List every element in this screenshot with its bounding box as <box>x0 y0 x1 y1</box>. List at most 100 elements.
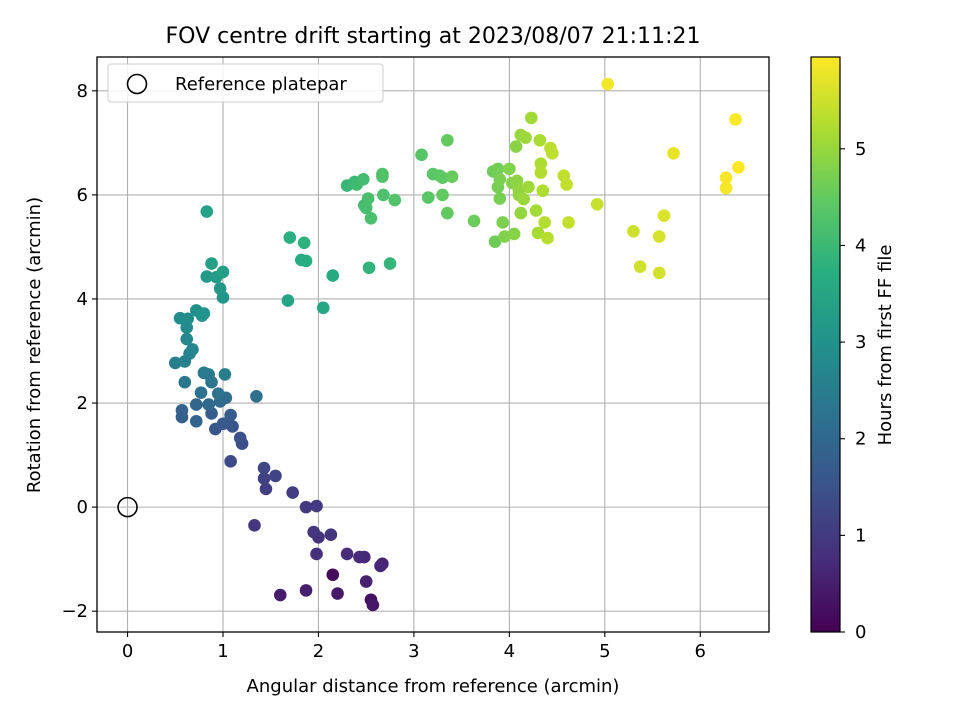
data-point <box>519 131 532 144</box>
colorbar-gradient <box>810 56 841 633</box>
colorbar-tick-label: 1 <box>855 525 866 546</box>
data-point <box>441 133 454 147</box>
data-point <box>517 192 530 206</box>
data-point <box>441 206 454 220</box>
reference-marker <box>117 496 138 518</box>
x-tick-label: 4 <box>504 641 515 662</box>
y-axis: −2 0 2 4 6 8 <box>61 81 97 622</box>
data-point <box>250 389 263 403</box>
y-tick-label: 6 <box>77 185 88 206</box>
data-point <box>627 225 640 238</box>
data-point <box>175 404 189 417</box>
colorbar-tick-label: 4 <box>855 235 866 256</box>
data-point <box>546 146 559 160</box>
data-point <box>299 500 313 514</box>
data-point <box>189 398 203 411</box>
data-point <box>719 181 733 195</box>
data-point <box>525 111 538 125</box>
data-point <box>633 260 647 274</box>
data-point <box>383 257 397 270</box>
data-point <box>211 387 225 400</box>
colorbar-ticks: 0 1 2 3 4 5 <box>840 139 866 643</box>
data-point <box>436 188 449 202</box>
data-point <box>281 294 295 307</box>
data-point <box>326 568 340 582</box>
data-point <box>224 408 237 422</box>
data-point <box>180 332 194 346</box>
data-point <box>421 191 435 204</box>
data-point <box>364 212 378 225</box>
data-point <box>560 178 573 191</box>
data-point <box>514 206 528 220</box>
data-point <box>359 201 373 215</box>
data-point <box>732 161 745 174</box>
data-point <box>522 180 535 194</box>
colorbar-tick-label: 3 <box>855 332 866 353</box>
data-point <box>729 113 742 126</box>
data-point <box>216 265 230 279</box>
colorbar-tick-label: 2 <box>855 429 866 450</box>
data-point <box>377 188 390 202</box>
data-point <box>205 257 218 270</box>
data-point <box>200 270 214 283</box>
data-point <box>436 171 449 185</box>
data-point <box>361 192 375 205</box>
data-point <box>202 398 215 411</box>
data-point <box>388 193 402 207</box>
y-tick-label: 4 <box>77 289 88 310</box>
data-point <box>533 133 547 147</box>
x-tick-label: 2 <box>313 641 324 662</box>
grid <box>97 57 769 632</box>
data-point <box>316 301 330 315</box>
plot-background <box>97 57 769 632</box>
colorbar-tick-label: 0 <box>855 622 866 643</box>
data-point <box>415 148 428 162</box>
data-point <box>168 356 182 370</box>
data-point <box>652 230 666 243</box>
data-point <box>374 559 387 573</box>
data-point <box>538 216 551 229</box>
x-tick-label: 0 <box>122 641 133 662</box>
data-point <box>299 254 313 268</box>
data-point <box>366 598 380 612</box>
data-point <box>189 414 203 428</box>
data-point <box>488 235 502 249</box>
data-point <box>197 366 211 380</box>
data-point <box>310 499 323 513</box>
data-point <box>509 140 523 153</box>
plot-area: 0 1 2 3 4 5 6 −2 0 2 4 6 8 <box>61 56 770 662</box>
data-point <box>178 375 192 389</box>
x-tick-label: 6 <box>695 641 706 662</box>
data-point <box>362 261 376 275</box>
legend-label: Reference platepar <box>175 74 347 95</box>
chart-title: FOV centre drift starting at 2023/08/07 … <box>166 24 701 49</box>
data-point <box>299 584 313 597</box>
data-point <box>248 519 261 532</box>
data-point <box>186 343 199 356</box>
data-point <box>376 167 389 181</box>
data-point <box>601 77 614 91</box>
x-axis-label: Angular distance from reference (arcmin) <box>247 676 620 697</box>
data-point <box>195 309 209 322</box>
data-point <box>297 236 311 250</box>
data-point <box>286 486 299 499</box>
data-points <box>168 77 745 612</box>
legend-marker <box>126 73 148 95</box>
x-axis: 0 1 2 3 4 5 6 <box>122 632 706 662</box>
data-point <box>307 525 320 539</box>
data-point <box>531 226 545 240</box>
data-point <box>213 282 227 295</box>
plot-frame <box>96 56 770 633</box>
data-point <box>503 162 516 176</box>
data-point <box>200 205 214 218</box>
data-point <box>652 266 666 280</box>
data-point <box>194 386 208 399</box>
data-point <box>529 204 543 217</box>
data-point <box>224 455 237 468</box>
x-tick-label: 5 <box>599 641 610 662</box>
data-point <box>562 216 575 229</box>
data-point <box>496 216 509 229</box>
data-point <box>181 312 194 326</box>
data-point <box>719 171 733 185</box>
